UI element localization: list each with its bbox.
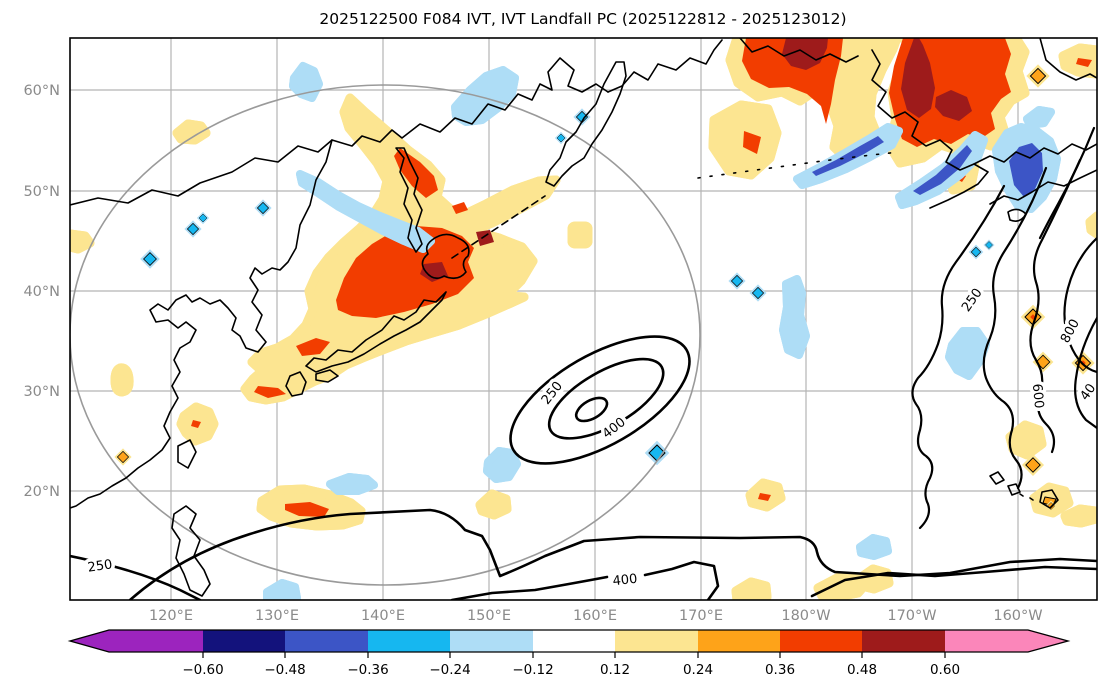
contour-label: 250 — [959, 286, 986, 315]
contour-label: 250 — [539, 379, 566, 408]
colorbar-segment-navy — [203, 630, 285, 652]
colorbar-segment-darkred — [862, 630, 945, 652]
y-tick-label: 20°N — [23, 484, 60, 500]
contour-label: 400 — [612, 572, 638, 590]
x-tick-label: 170°E — [679, 608, 723, 624]
colorbar-outline — [67, 629, 1071, 653]
x-tick-label: 120°E — [149, 608, 193, 624]
x-tick-label: 160°E — [573, 608, 617, 624]
x-tick-label: 160°W — [993, 608, 1042, 624]
contour-label: 40 — [1078, 381, 1100, 403]
colorbar-segment-purple — [70, 630, 203, 652]
colorbar-segment-lightblue — [450, 630, 533, 652]
colorbar-tick-label: −0.36 — [347, 662, 388, 678]
y-tick-label: 40°N — [23, 284, 60, 300]
colorbar-tick-label: 0.48 — [847, 662, 877, 678]
contour-label: 800 — [1058, 317, 1083, 346]
coastlines — [70, 38, 1097, 597]
map-art — [70, 38, 1097, 600]
y-tick-label: 30°N — [23, 384, 60, 400]
x-tick-label: 170°W — [887, 608, 936, 624]
plot-frame — [69, 37, 1098, 601]
colorbar-tick-label: −0.24 — [429, 662, 470, 678]
colorbar-segment-paleyellow — [615, 630, 698, 652]
colorbar-segment-white — [533, 630, 615, 652]
x-tick-label: 150°E — [467, 608, 511, 624]
colorbar-segment-cyan — [368, 630, 450, 652]
colorbar-segment-pink — [945, 630, 1068, 652]
landfall-domain-circle — [70, 84, 701, 586]
x-axis-tick-labels: 120°E 130°E 140°E 150°E 160°E 170°E 180°W 170°W… — [149, 608, 1043, 624]
colorbar-segment-blue — [285, 630, 368, 652]
plot-title: 2025122500 F084 IVT, IVT Landfall PC (20… — [319, 10, 846, 28]
colorbar-tick-label: −0.48 — [264, 662, 305, 678]
colorbar-tick-label: 0.12 — [600, 662, 630, 678]
contour-label: 600 — [1029, 383, 1046, 409]
y-tick-label: 60°N — [23, 83, 60, 99]
y-tick-label: 50°N — [23, 184, 60, 200]
colorbar: −0.60 −0.48 −0.36 −0.24 −0.12 0.12 0.24 0.36 0.4… — [67, 629, 1071, 678]
x-tick-label: 130°E — [255, 608, 299, 624]
contour-label: 250 — [87, 557, 114, 575]
colorbar-segment-orange — [698, 630, 780, 652]
colorbar-tick-label: 0.36 — [765, 662, 795, 678]
x-tick-label: 140°E — [361, 608, 405, 624]
colorbar-tick-label: −0.60 — [182, 662, 223, 678]
colorbar-tick-label: −0.12 — [512, 662, 553, 678]
y-axis-tick-labels: 60°N 50°N 40°N 30°N 20°N — [23, 83, 60, 500]
colorbar-tick-label: 0.60 — [930, 662, 960, 678]
ivt-contours — [70, 126, 1097, 600]
x-tick-label: 180°W — [781, 608, 830, 624]
colorbar-segment-orangered — [780, 630, 862, 652]
colorbar-tick-label: 0.24 — [683, 662, 713, 678]
